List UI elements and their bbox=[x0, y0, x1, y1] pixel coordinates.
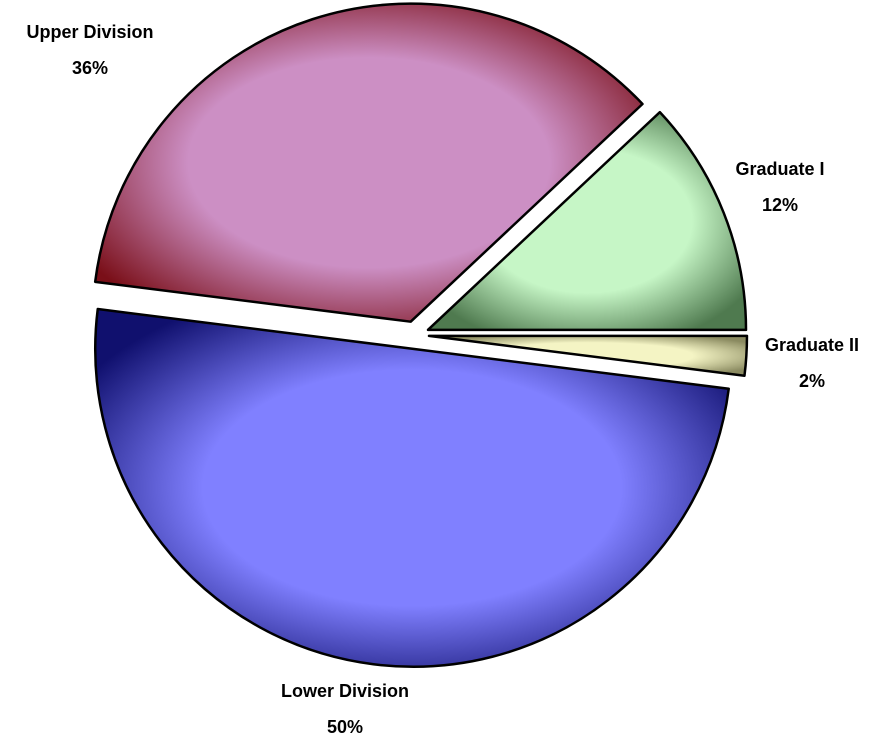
slice-value-label: 50% bbox=[327, 717, 363, 736]
slice-value-label: 36% bbox=[72, 58, 108, 78]
slice-label: Lower Division bbox=[281, 681, 409, 701]
pie-slice bbox=[426, 110, 748, 332]
slice-label: Graduate II bbox=[765, 335, 859, 355]
pie-slice bbox=[94, 307, 730, 669]
slice-label: Graduate I bbox=[735, 159, 824, 179]
slice-value-label: 2% bbox=[799, 371, 825, 391]
slice-label: Upper Division bbox=[26, 22, 153, 42]
pie-slice bbox=[93, 2, 644, 323]
slice-value-label: 12% bbox=[762, 195, 798, 215]
pie-slice bbox=[427, 334, 749, 377]
